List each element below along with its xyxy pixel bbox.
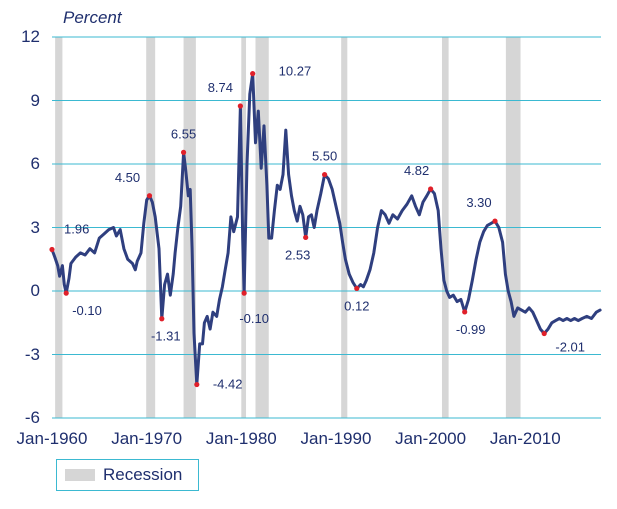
x-axis: Jan-1960 Jan-1970 Jan-1980 Jan-1990 Jan-2000… — [17, 429, 561, 448]
annotation-marker — [322, 171, 328, 178]
y-tick-label: 3 — [30, 217, 40, 237]
x-tick-label: Jan-1990 — [301, 429, 372, 448]
annotation-marker — [492, 218, 498, 224]
y-tick-label: 6 — [30, 154, 40, 173]
data-label: -1.31 — [151, 329, 181, 344]
annotation-marker — [237, 103, 243, 109]
x-tick-label: Jan-1980 — [206, 429, 277, 448]
x-tick-label: Jan-2010 — [490, 429, 561, 448]
x-tick-label: Jan-1970 — [111, 429, 182, 448]
annotation-marker — [180, 149, 187, 155]
annotation-marker — [63, 290, 69, 296]
data-label: -0.99 — [456, 322, 486, 337]
data-label: 0.12 — [344, 298, 369, 313]
data-label: -4.42 — [213, 377, 243, 392]
data-label: -0.10 — [239, 311, 269, 326]
annotation-marker — [146, 193, 153, 199]
data-label: 10.27 — [279, 64, 312, 79]
y-tick-label: -6 — [24, 408, 40, 427]
annotation-marker — [462, 309, 468, 315]
annotation-marker — [194, 381, 200, 388]
legend-recession-swatch — [65, 469, 95, 481]
x-tick-label: Jan-1960 — [17, 429, 88, 448]
annotation-marker — [159, 316, 165, 322]
data-label: -2.01 — [555, 340, 585, 355]
data-label: 4.82 — [404, 163, 429, 178]
legend: Recession — [56, 459, 199, 491]
annotation-marker — [354, 285, 360, 292]
y-tick-label: 0 — [30, 281, 40, 300]
annotation-labels: 1.96 -0.10 4.50 -1.31 6.55 -4.42 8.74 -0.10 10.2… — [64, 64, 585, 392]
data-label: 6.55 — [171, 126, 196, 141]
data-label: 4.50 — [115, 170, 140, 185]
annotation-marker — [303, 234, 309, 241]
data-label: 2.53 — [285, 247, 310, 262]
legend-recession-label: Recession — [103, 465, 183, 484]
annotation-markers — [49, 71, 547, 388]
annotation-marker — [250, 71, 256, 77]
data-label: 1.96 — [64, 222, 89, 237]
data-label: -0.10 — [72, 303, 102, 318]
y-tick-label: -3 — [24, 344, 40, 364]
annotation-marker — [428, 186, 434, 192]
annotation-marker — [49, 246, 55, 253]
x-tick-label: Jan-2000 — [395, 429, 466, 448]
y-tick-label: 12 — [21, 27, 40, 46]
data-label: 5.50 — [312, 149, 337, 164]
annotation-marker — [541, 330, 547, 337]
data-label: 8.74 — [208, 80, 233, 95]
annotation-marker — [241, 290, 247, 296]
data-label: 3.30 — [466, 195, 491, 210]
y-tick-label: 9 — [30, 90, 40, 110]
y-axis-unit-label: Percent — [63, 8, 122, 27]
